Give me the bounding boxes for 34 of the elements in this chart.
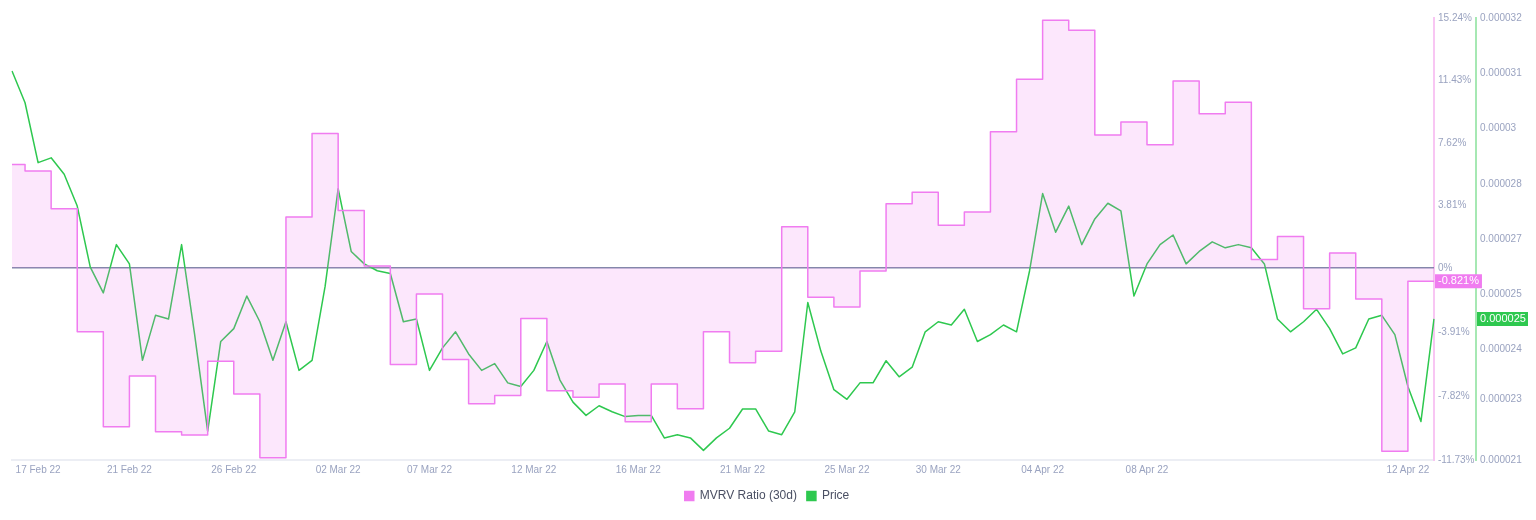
- x-tick-label: 26 Feb 22: [211, 463, 257, 475]
- y2-tick-label: 0.000023: [1480, 393, 1523, 405]
- y2-tick-label: 0.00003: [1480, 122, 1517, 134]
- y2-tick-label: 0.000027: [1480, 232, 1523, 244]
- x-tick-label: 08 Apr 22: [1125, 463, 1169, 475]
- x-tick-label: 16 Mar 22: [615, 463, 662, 475]
- y2-tick-label: 0.000024: [1480, 343, 1523, 355]
- text: -0.821%: [1438, 274, 1480, 287]
- y2-tick-label: 0.000028: [1480, 177, 1523, 189]
- x-tick-label: 21 Feb 22: [106, 463, 153, 475]
- y-tick-label: 3.81%: [1438, 199, 1467, 211]
- x-tick-label: 25 Mar 22: [824, 463, 870, 475]
- x-tick-label: 12 Mar 22: [511, 463, 557, 475]
- y-tick-label: 7.62%: [1438, 136, 1467, 148]
- y-tick-label: 11.43%: [1438, 74, 1472, 86]
- y2-tick-label: 0.000031: [1480, 67, 1523, 78]
- text: 0.000025: [1480, 311, 1526, 324]
- y2-tick-label: 0.000025: [1480, 288, 1523, 299]
- y-tick-label: -3.91%: [1438, 325, 1470, 337]
- y2-tick-label: 0.000032: [1480, 11, 1523, 23]
- x-tick-label: 12 Apr 22: [1386, 463, 1430, 475]
- x-tick-label: 30 Mar 22: [915, 463, 962, 475]
- y-tick-label: 15.24%: [1438, 11, 1473, 23]
- y-tick-label: -11.73%: [1438, 453, 1475, 465]
- y-tick-label: -7.82%: [1438, 389, 1470, 401]
- x-tick-label: 17 Feb 22: [15, 463, 62, 475]
- x-tick-label: 02 Mar 22: [315, 463, 362, 475]
- x-tick-label: 21 Mar 22: [720, 463, 766, 475]
- y-tick-label: 0%: [1438, 261, 1453, 273]
- x-tick-label: 07 Mar 22: [406, 463, 453, 475]
- legend-label: Price: [821, 488, 850, 503]
- legend-label: MVRV Ratio (30d): [699, 488, 797, 503]
- y2-tick-label: 0.000021: [1480, 453, 1523, 465]
- x-tick-label: 04 Apr 22: [1021, 463, 1065, 475]
